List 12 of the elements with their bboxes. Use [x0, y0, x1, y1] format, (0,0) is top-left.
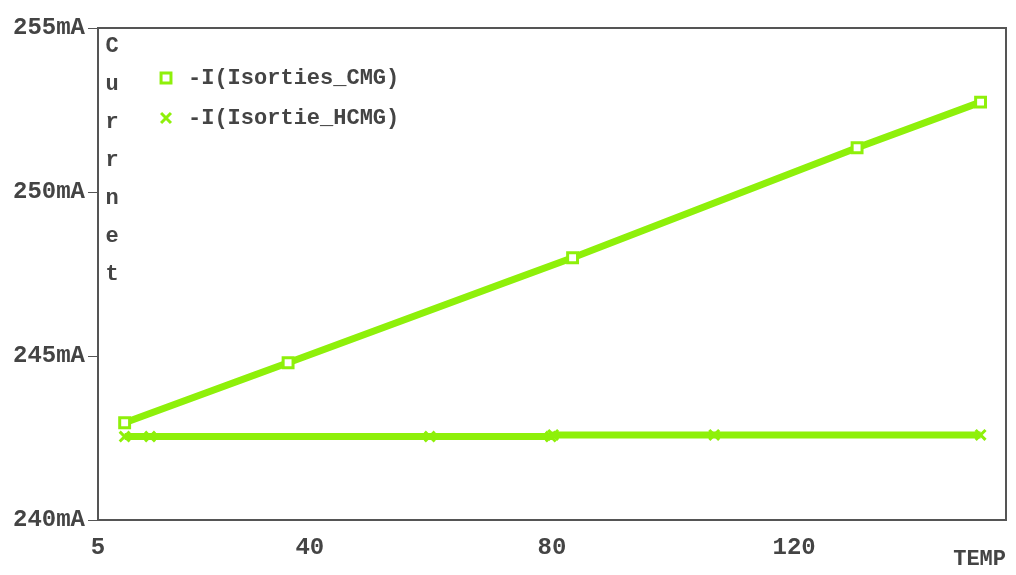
y-axis-title: Currnet [105, 33, 119, 287]
x-axis-title: TEMP [953, 546, 1006, 572]
legend-label: -I(Isorties_CMG) [188, 65, 400, 91]
x-tick-label: 5 [90, 533, 106, 561]
legend-label: -I(Isortie_HCMG) [188, 105, 400, 131]
x-tick-label: 80 [537, 533, 567, 561]
x-tick-label: 40 [295, 533, 325, 561]
y-tick-label: 255mA [13, 14, 86, 42]
y-tick-label: 240mA [13, 506, 86, 534]
y-tick-label: 250mA [13, 178, 86, 206]
x-tick-label: 120 [772, 533, 816, 561]
y-tick-label: 245mA [13, 342, 86, 370]
